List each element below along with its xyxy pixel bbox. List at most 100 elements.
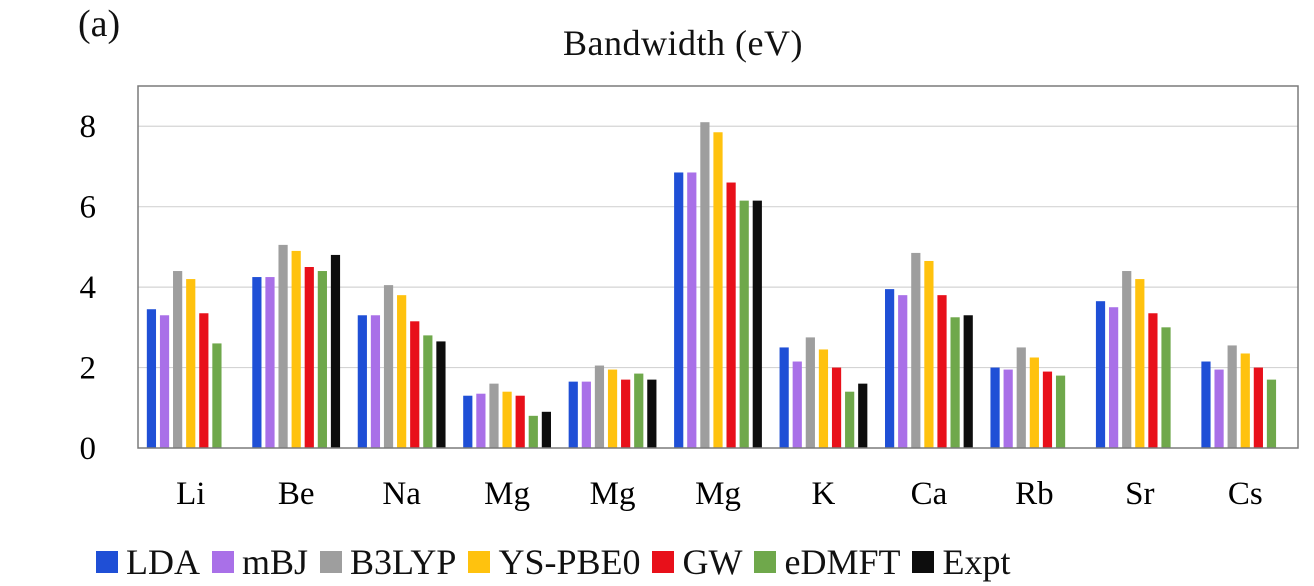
bar-ys-pbe0-6: [818, 349, 829, 448]
bar-expt-6: [858, 383, 868, 448]
bar-lda-10: [1201, 361, 1211, 448]
bar-edmft-3: [528, 415, 538, 448]
bar-b3lyp-2: [383, 285, 394, 448]
bar-edmft-2: [423, 335, 433, 448]
bar-edmft-0: [212, 343, 222, 448]
bar-mbj-10: [1214, 369, 1224, 448]
legend-item: LDA: [96, 541, 200, 583]
bar-edmft-5: [739, 200, 749, 448]
x-tick-label: Ca: [911, 476, 948, 512]
legend-swatch: [912, 551, 935, 573]
bar-b3lyp-1: [278, 244, 288, 448]
legend-swatch: [652, 551, 675, 573]
bar-lda-0: [146, 309, 157, 448]
x-tick-labels: Li Be Na Mg Mg Mg K Ca Rb Sr Cs: [176, 476, 1263, 512]
x-tick-label: Rb: [1015, 476, 1054, 512]
legend-item: Expt: [912, 541, 1010, 583]
bar-expt-1: [330, 254, 341, 448]
bar-edmft-1: [317, 271, 327, 448]
bar-gw-5: [726, 182, 736, 448]
bar-b3lyp-8: [1016, 347, 1026, 448]
bar-gw-3: [515, 395, 525, 448]
bar-expt-4: [647, 379, 657, 448]
bar-lda-5: [674, 172, 684, 449]
bar-b3lyp-9: [1122, 271, 1132, 448]
bar-expt-5: [752, 200, 762, 448]
bar-ys-pbe0-5: [713, 132, 723, 448]
bar-mbj-0: [159, 315, 170, 448]
bar-mbj-9: [1109, 307, 1119, 448]
x-tick-label: Mg: [695, 476, 741, 512]
bar-b3lyp-4: [594, 365, 605, 448]
legend-label: B3LYP: [350, 542, 457, 582]
bar-b3lyp-3: [489, 383, 499, 448]
legend-label: LDA: [126, 542, 200, 582]
legend-item: GW: [652, 541, 742, 583]
legend-swatch: [212, 551, 234, 573]
x-tick-label: Mg: [484, 476, 530, 512]
x-tick-label: K: [812, 476, 836, 512]
chart-title: Bandwidth (eV): [563, 23, 803, 63]
bar-groups: [146, 122, 1277, 449]
legend-label: GW: [682, 542, 743, 582]
bar-b3lyp-7: [911, 252, 921, 448]
y-tick-label: 6: [80, 190, 97, 226]
legend-swatch: [468, 551, 491, 573]
bar-b3lyp-10: [1227, 345, 1237, 448]
legend-item: mBJ: [212, 541, 308, 583]
bar-b3lyp-5: [700, 122, 710, 448]
bar-b3lyp-0: [173, 271, 183, 448]
x-tick-label: Sr: [1125, 476, 1154, 512]
x-tick-label: Be: [278, 476, 315, 512]
bar-mbj-6: [792, 361, 802, 448]
x-tick-label: Mg: [590, 476, 636, 512]
bar-lda-2: [357, 315, 367, 448]
bar-ys-pbe0-2: [397, 295, 407, 448]
bar-gw-8: [1042, 371, 1053, 448]
bar-edmft-7: [950, 317, 960, 448]
bar-lda-9: [1095, 301, 1106, 448]
bar-lda-7: [885, 289, 895, 448]
bar-lda-8: [990, 367, 1000, 448]
legend-swatch: [754, 551, 777, 573]
bar-ys-pbe0-0: [186, 279, 196, 448]
bar-gw-9: [1148, 313, 1158, 448]
bar-mbj-8: [1003, 369, 1013, 448]
bar-mbj-7: [898, 295, 908, 448]
bar-lda-6: [779, 347, 789, 448]
legend: LDA mBJ B3LYP YS-PBE0 GW eDMFT Expt: [96, 540, 1022, 584]
bar-mbj-2: [370, 315, 381, 448]
legend-label: mBJ: [242, 542, 309, 582]
bar-ys-pbe0-1: [291, 250, 301, 448]
bar-expt-7: [963, 315, 973, 448]
bar-edmft-10: [1266, 379, 1277, 448]
bar-mbj-1: [265, 277, 275, 448]
bar-edmft-6: [845, 391, 855, 448]
bar-ys-pbe0-9: [1135, 279, 1145, 448]
bar-gw-6: [831, 367, 842, 448]
y-tick-label: 4: [80, 270, 97, 306]
legend-label: YS-PBE0: [498, 542, 641, 582]
bar-ys-pbe0-10: [1240, 353, 1250, 448]
y-tick-label: 2: [80, 351, 97, 387]
bar-mbj-3: [476, 393, 486, 448]
x-tick-label: Na: [382, 476, 421, 512]
y-tick-label: 8: [80, 109, 97, 145]
bar-ys-pbe0-4: [607, 369, 618, 448]
y-tick-labels: 0 2 4 6 8: [80, 109, 97, 467]
bar-lda-4: [568, 381, 578, 448]
bar-gw-1: [304, 267, 314, 448]
bar-mbj-4: [581, 381, 591, 448]
bar-edmft-9: [1161, 327, 1171, 448]
panel-label: (a): [78, 3, 121, 45]
bar-ys-pbe0-8: [1029, 357, 1039, 448]
legend-swatch: [320, 551, 343, 573]
legend-swatch: [96, 551, 118, 573]
bar-expt-3: [541, 411, 551, 448]
x-tick-label: Cs: [1228, 476, 1263, 512]
y-tick-label: 0: [80, 431, 97, 467]
bar-gw-2: [410, 321, 420, 448]
plot-frame: [137, 85, 1299, 449]
legend-label: Expt: [942, 542, 1011, 582]
